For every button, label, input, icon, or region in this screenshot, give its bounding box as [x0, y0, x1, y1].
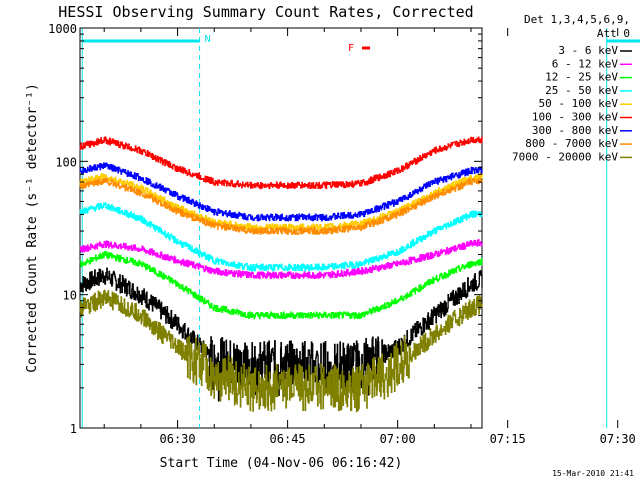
legend-entry-label: 25 - 50 keV [545, 84, 618, 97]
x-tick-label: 07:15 [490, 432, 526, 446]
y-tick-label: 100 [55, 155, 77, 169]
legend-header-line2: Att 0 [597, 27, 630, 40]
night-label: N [205, 34, 211, 45]
series-line [79, 177, 483, 235]
legend-entry-label: 3 - 6 keV [558, 44, 618, 57]
y-tick-label: 1 [70, 422, 77, 436]
series-line [79, 162, 483, 222]
legend-entry-label: 300 - 800 keV [532, 124, 618, 137]
y-tick-label: 10 [63, 289, 77, 303]
legend-entry-label: 6 - 12 keV [552, 57, 619, 70]
legend-entry-label: 12 - 25 keV [545, 71, 618, 84]
legend-entry-label: 800 - 7000 keV [525, 137, 618, 150]
y-axis-label: Corrected Count Rate (s⁻¹ detector⁻¹) [25, 83, 40, 373]
x-tick-label: 06:45 [270, 432, 306, 446]
y-axis: 1000 100 10 1 [48, 22, 482, 436]
flare-label: F [348, 43, 354, 54]
chart-title: HESSI Observing Summary Count Rates, Cor… [58, 3, 473, 21]
series-line [79, 136, 483, 190]
legend-header-line1: Det 1,3,4,5,6,9, [524, 13, 630, 26]
legend-entry-label: 7000 - 20000 keV [512, 150, 618, 163]
series-line [79, 239, 483, 280]
x-tick-label: 07:30 [600, 432, 636, 446]
y-tick-label: 1000 [48, 22, 77, 36]
x-axis-label: Start Time (04-Nov-06 06:16:42) [160, 456, 403, 471]
series-line [79, 202, 483, 272]
series-layer [79, 136, 483, 413]
legend-entry-label: 50 - 100 keV [539, 97, 619, 110]
x-tick-label: 07:00 [380, 432, 416, 446]
timestamp: 15-Mar-2010 21:41 [552, 469, 634, 478]
series-line [79, 267, 483, 402]
x-tick-label: 06:30 [160, 432, 196, 446]
series-line [79, 289, 483, 413]
legend-entry-label: 100 - 300 keV [532, 111, 618, 124]
plot-frame [79, 27, 483, 429]
series-line [79, 251, 483, 320]
